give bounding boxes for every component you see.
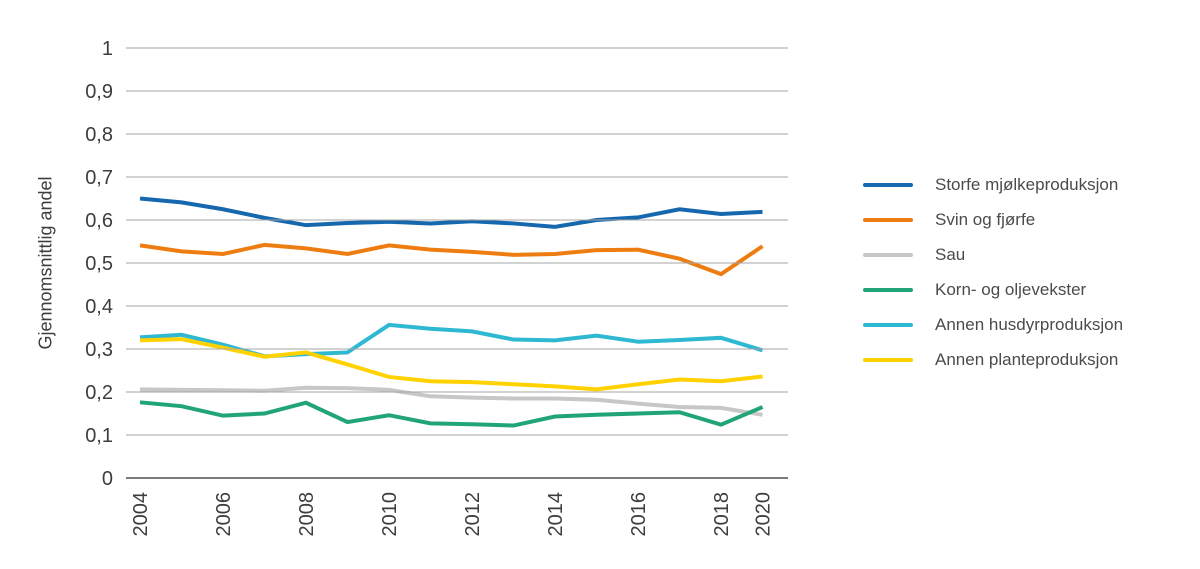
y-tick-label: 0: [102, 468, 113, 490]
y-tick-label: 0,4: [85, 296, 113, 318]
x-tick-label: 2008: [296, 492, 318, 537]
legend-item-korn-og-oljevekster: Korn- og oljevekster: [863, 272, 1123, 307]
series-line-korn-og-oljevekster: [139, 400, 764, 428]
legend-item-label: Svin og fjørfe: [935, 209, 1036, 229]
legend-item-storfe-mj-lkeproduksjon: Storfe mjølkeproduksjon: [863, 167, 1123, 202]
legend-swatch-line: [863, 252, 913, 257]
y-tick-label: 0,7: [85, 167, 113, 189]
x-tick-label: 2016: [628, 492, 650, 537]
y-tick-label: 1: [102, 38, 113, 60]
y-tick-label: 0,3: [85, 339, 113, 361]
legend-item-annen-planteproduksjon: Annen planteproduksjon: [863, 342, 1123, 377]
y-axis-title: Gjennomsnittlig andel: [35, 176, 56, 350]
x-tick-label: 2018: [711, 492, 733, 537]
y-tick-label: 0,6: [85, 210, 113, 232]
y-tick-label: 0,1: [85, 425, 113, 447]
legend-swatch-line: [863, 287, 913, 292]
y-tick-label: 0,8: [85, 124, 113, 146]
legend-item-annen-husdyrproduksjon: Annen husdyrproduksjon: [863, 307, 1123, 342]
x-tick-label: 2014: [545, 492, 567, 537]
x-tick-label: 2006: [213, 492, 235, 537]
legend-swatch-line: [863, 322, 913, 327]
y-tick-label: 0,2: [85, 382, 113, 404]
legend-item-svin-og-fj-rfe: Svin og fjørfe: [863, 202, 1123, 237]
x-tick-label: 2010: [379, 492, 401, 537]
series-line-sau: [139, 385, 763, 417]
legend: Storfe mjølkeproduksjon Svin og fjørfe S…: [863, 167, 1123, 377]
y-tick-label: 0,9: [85, 81, 113, 103]
legend-item-label: Annen planteproduksjon: [935, 349, 1119, 369]
legend-item-label: Annen husdyrproduksjon: [935, 314, 1124, 334]
x-tick-label: 2012: [462, 492, 484, 537]
series-line-storfe-mj-lkeproduksjon: [139, 196, 763, 229]
x-tick-label: 2020: [753, 492, 775, 537]
legend-swatch-line: [863, 182, 913, 187]
legend-item-sau: Sau: [863, 237, 1123, 272]
series-line-annen-planteproduksjon: [139, 337, 763, 392]
legend-swatch-line: [863, 357, 913, 362]
legend-item-label: Korn- og oljevekster: [935, 279, 1087, 299]
x-tick-label: 2004: [130, 492, 152, 537]
legend-item-label: Sau: [935, 244, 966, 264]
legend-swatch-line: [863, 217, 913, 222]
series-line-svin-og-fj-rfe: [139, 242, 764, 277]
legend-item-label: Storfe mjølkeproduksjon: [935, 174, 1119, 194]
y-tick-label: 0,5: [85, 253, 113, 275]
